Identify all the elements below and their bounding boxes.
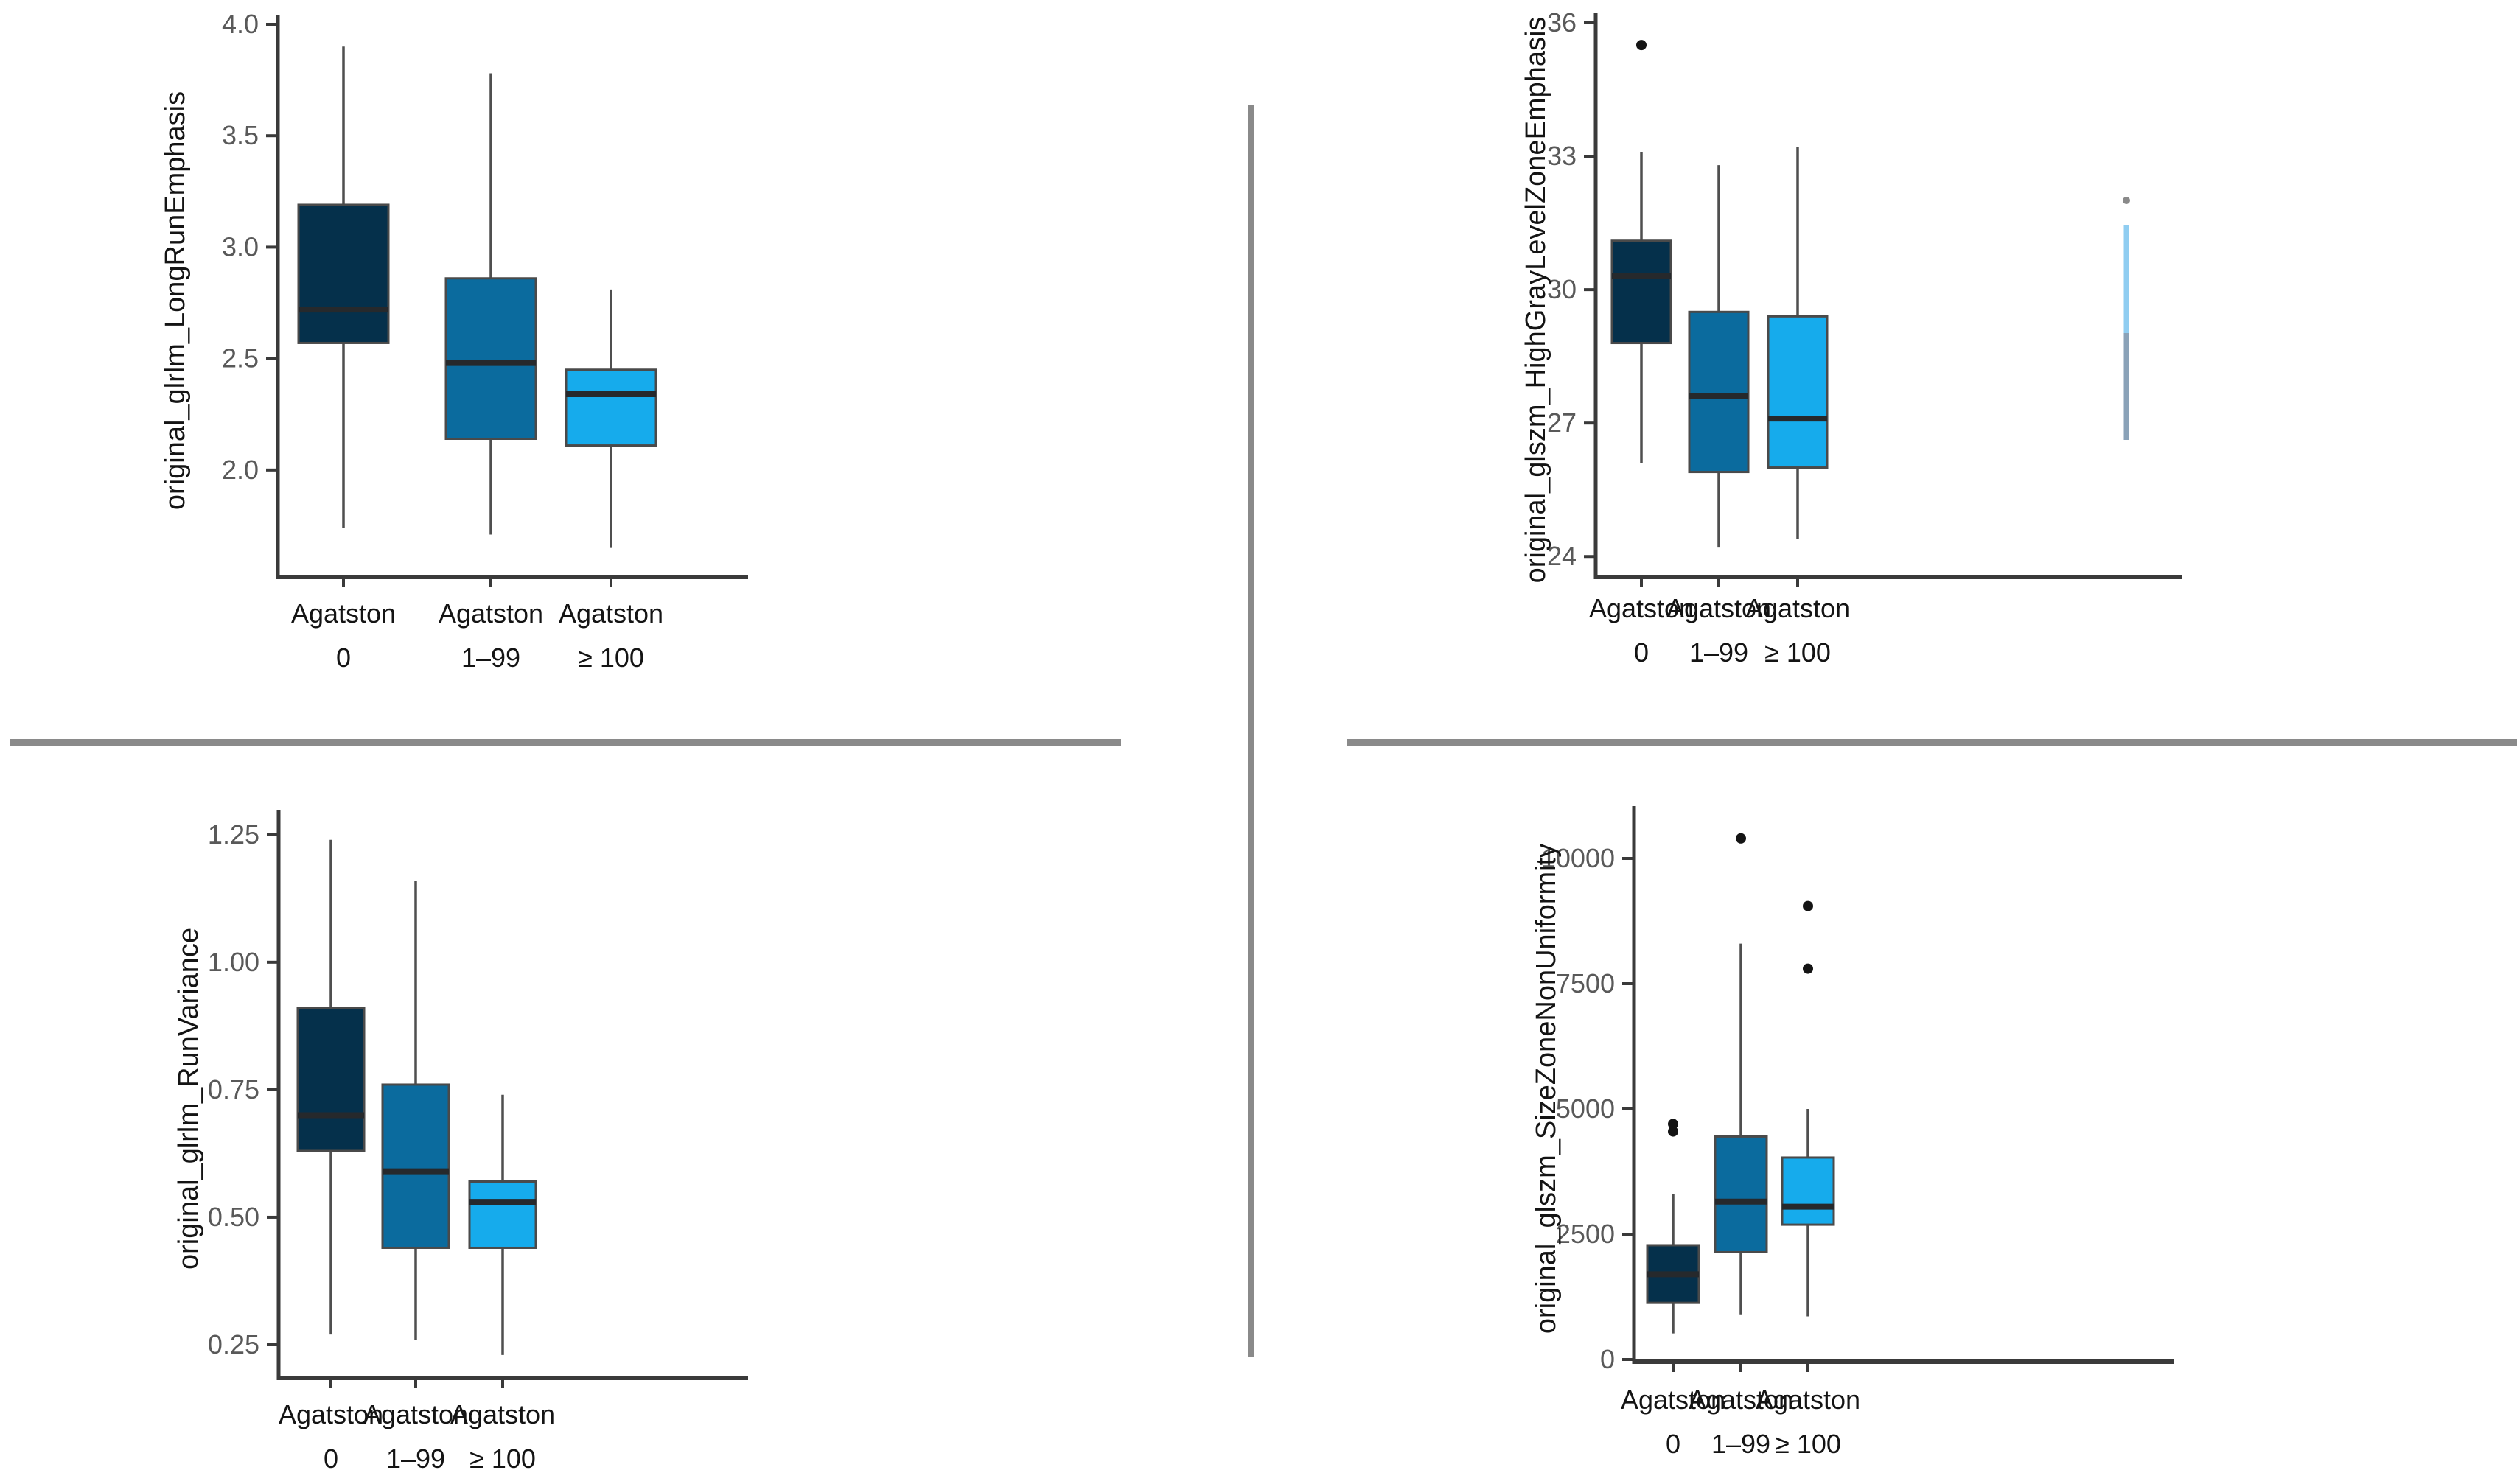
y-tick-label: 27 [1547, 407, 1577, 438]
x-category-label-line1: Agatston [1745, 593, 1850, 623]
boxplot-svg: 24 27 30 33 36original_glszm_HighGrayLevelZo… [1521, 7, 2182, 668]
x-category-label-line1: Agatston [1621, 1385, 1725, 1415]
y-tick-label: 3.5 [222, 120, 259, 150]
iqr-box [1767, 315, 1829, 469]
x-category-label-line2: 0 [324, 1443, 338, 1474]
y-tick-label: 33 [1547, 141, 1577, 171]
iqr-box [381, 1083, 450, 1249]
y-axis-label: original_glszm_HighGrayLevelZoneEmphasis [1521, 17, 1551, 584]
stray-artifact-dot [2123, 197, 2130, 204]
box-group [1688, 165, 1750, 548]
iqr-box [296, 1007, 366, 1152]
x-category-label-line1: Agatston [450, 1399, 555, 1429]
x-category-label-line1: Agatston [1666, 593, 1771, 623]
x-category-label-line1: Agatston [559, 598, 663, 629]
x-category-label-line1: Agatston [1589, 593, 1694, 623]
box-group [1610, 40, 1672, 463]
x-category-label-line2: ≥ 100 [1775, 1429, 1841, 1459]
y-axis-label: original_glszm_SizeZoneNonUniformity [1531, 844, 1562, 1334]
x-category-label-line2: 0 [1634, 637, 1649, 668]
y-tick-label: 0 [1600, 1344, 1615, 1374]
vertical-divider-line [1248, 105, 1254, 1357]
y-tick-label: 2.0 [222, 455, 259, 485]
iqr-box [1781, 1156, 1835, 1226]
x-category-label-line1: Agatston [279, 1399, 383, 1429]
iqr-box [297, 203, 390, 344]
iqr-box [1610, 239, 1672, 345]
horizontal-divider-left [10, 739, 1121, 746]
box-group [296, 839, 366, 1335]
iqr-box [565, 368, 657, 447]
y-axis-label: original_glrlm_RunVariance [173, 928, 204, 1270]
boxplot-panel-size-zone-non-uniformity: 0 2500 5000 7500 10000 original_glszm_SizeZon… [1400, 742, 2517, 1484]
x-category-label-line1: Agatston [439, 598, 543, 629]
iqr-box [1688, 310, 1750, 474]
y-tick-label: 1.25 [208, 819, 259, 850]
y-axis-label: original_glrlm_LongRunEmphasis [160, 91, 191, 510]
boxplot-panel-long-run-emphasis: 2.0 2.5 3.0 3.5 4.0 original_glrlm_LongRunEmp… [0, 0, 1150, 742]
x-category-label-line2: 0 [336, 643, 351, 673]
y-tick-label: 0.75 [208, 1074, 259, 1105]
x-category-label-line2: 1–99 [386, 1443, 445, 1474]
iqr-box [468, 1180, 537, 1249]
x-category-label-line1: Agatston [1689, 1385, 1793, 1415]
y-tick-label: 30 [1547, 274, 1577, 304]
y-tick-label: 5000 [1556, 1093, 1615, 1124]
y-tick-label: 10000 [1541, 843, 1615, 873]
y-tick-label: 2500 [1556, 1219, 1615, 1249]
iqr-box [1714, 1135, 1768, 1253]
outlier-dot [1636, 40, 1647, 51]
x-category-label-line2: ≥ 100 [578, 643, 644, 673]
boxplot-svg: 2.0 2.5 3.0 3.5 4.0 original_glrlm_LongRunEmp… [160, 9, 748, 673]
x-category-label-line2: ≥ 100 [1764, 637, 1831, 668]
y-tick-label: 2.5 [222, 343, 259, 374]
boxplot-panel-high-gray-level-zone-emphasis: 24 27 30 33 36 original_glszm_HighGrayLevelZo… [1400, 0, 2517, 742]
outlier-dot [1668, 1126, 1678, 1137]
boxplot-panel-run-variance: 0.25 0.50 0.75 1.00 1.25 original_glrlm_RunVa… [0, 742, 1150, 1484]
box-group [565, 289, 657, 548]
y-tick-label: 1.00 [208, 947, 259, 977]
box-group [381, 881, 450, 1340]
y-tick-label: 3.0 [222, 231, 259, 262]
x-category-label-line2: 0 [1666, 1429, 1680, 1459]
x-category-label-line1: Agatston [363, 1399, 468, 1429]
x-category-label-line2: 1–99 [461, 643, 520, 673]
boxplot-svg: 0.25 0.50 0.75 1.00 1.25 original_glrlm_RunVa… [173, 810, 748, 1474]
box-group [444, 73, 537, 535]
y-tick-label: 0.50 [208, 1202, 259, 1232]
outlier-dot [1803, 963, 1813, 974]
box-group [1714, 833, 1768, 1315]
box-group [468, 1094, 537, 1355]
horizontal-divider-right [1347, 739, 2517, 746]
boxplot-svg: 0 2500 5000 7500 10000original_glszm_SizeZon… [1531, 806, 2174, 1459]
outlier-dot [1803, 900, 1813, 911]
iqr-box [444, 277, 537, 440]
x-category-label-line2: 1–99 [1689, 637, 1748, 668]
box-group [1767, 147, 1829, 539]
y-tick-label: 36 [1547, 7, 1577, 38]
box-group [1781, 900, 1835, 1317]
outlier-dot [1736, 833, 1746, 844]
box-group [1646, 1119, 1700, 1334]
x-category-label-line2: 1–99 [1711, 1429, 1770, 1459]
x-category-label-line1: Agatston [1756, 1385, 1860, 1415]
y-tick-label: 7500 [1556, 968, 1615, 998]
y-tick-label: 24 [1547, 541, 1577, 571]
y-tick-label: 4.0 [222, 9, 259, 39]
y-tick-label: 0.25 [208, 1329, 259, 1359]
x-category-label-line1: Agatston [291, 598, 396, 629]
x-category-label-line2: ≥ 100 [469, 1443, 536, 1474]
outlier-dot [1668, 1119, 1678, 1130]
box-group [297, 46, 390, 528]
